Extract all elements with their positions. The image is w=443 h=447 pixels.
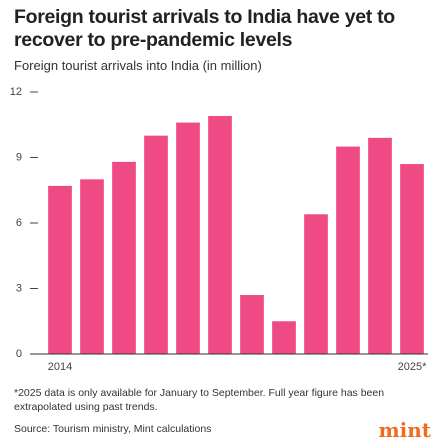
bar: [176, 122, 200, 354]
y-tick-label: 9: [16, 151, 22, 163]
bar: [208, 116, 232, 355]
chart-subtitle: Foreign tourist arrivals into India (in …: [14, 58, 262, 73]
y-tick-label: 3: [16, 282, 22, 294]
bar: [144, 135, 168, 354]
bar: [240, 295, 264, 354]
bar: [400, 164, 424, 354]
chart-title: Foreign tourist arrivals to India have y…: [14, 6, 395, 51]
footnote: *2025 data is only available for January…: [14, 387, 385, 413]
bar: [48, 185, 72, 354]
y-tick-label: 0: [16, 348, 22, 360]
bar: [368, 137, 392, 354]
y-tick-label: 12: [10, 86, 22, 98]
bar: [304, 214, 328, 354]
y-tick-label: 6: [16, 217, 22, 229]
logo: mint: [378, 418, 431, 442]
bar: [112, 161, 136, 354]
bar: [272, 321, 296, 354]
x-tick-label: 2014: [48, 361, 72, 373]
bar: [336, 146, 360, 354]
chart: 0 3 6 9 12 2014 2025*: [10, 86, 428, 373]
bar: [80, 179, 104, 354]
source: Source: Tourism ministry, Mint calculati…: [14, 423, 212, 435]
x-tick-label: 2025*: [398, 361, 427, 373]
